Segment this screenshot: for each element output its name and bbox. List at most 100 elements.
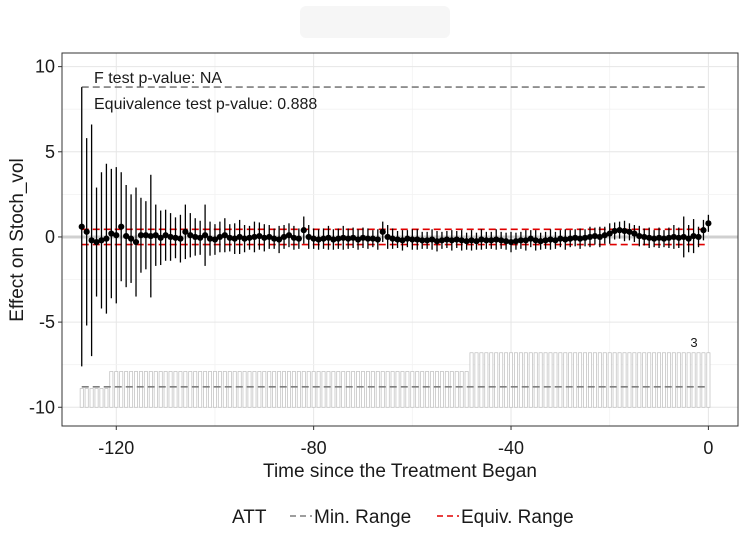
count-bar [681, 352, 686, 408]
data-point [172, 234, 179, 241]
data-point [646, 234, 653, 241]
data-point [142, 232, 149, 239]
data-point [428, 236, 436, 243]
count-bar [148, 371, 153, 408]
count-bar [326, 371, 331, 408]
count-bar [79, 388, 84, 408]
data-point [626, 228, 633, 235]
legend: ATT Min. Range Equiv. Range [232, 507, 574, 528]
data-point [137, 232, 145, 239]
data-point [473, 238, 480, 245]
count-bar [538, 352, 543, 408]
count-bar [607, 352, 612, 408]
data-point [567, 235, 574, 242]
count-bar [242, 371, 247, 408]
data-point [241, 235, 248, 242]
data-point [409, 236, 416, 243]
count-bar [208, 371, 212, 408]
count-bar [706, 352, 711, 408]
data-point [591, 232, 599, 240]
count-bar [439, 371, 444, 408]
count-bar [356, 371, 361, 408]
data-point [498, 237, 505, 244]
data-point [359, 234, 367, 241]
count-bar [99, 388, 104, 408]
count-bar [444, 371, 449, 408]
count-bar [597, 352, 602, 408]
data-point [606, 230, 613, 237]
count-bar [375, 371, 380, 408]
data-point [493, 236, 500, 243]
count-bar [178, 371, 183, 408]
count-bar [435, 371, 439, 408]
count-bar [430, 371, 435, 408]
count-bar [548, 352, 553, 408]
count-bar [291, 371, 296, 408]
count-bar [489, 352, 494, 408]
count-bar [203, 371, 208, 408]
count-bar [558, 352, 563, 408]
count-bar [647, 352, 652, 408]
count-bar [617, 352, 622, 408]
data-point [276, 236, 283, 243]
data-point [705, 220, 712, 227]
count-bar [459, 371, 464, 408]
count-bar [494, 352, 499, 408]
data-points [78, 220, 712, 246]
count-bar [474, 352, 479, 408]
count-bar [173, 371, 178, 408]
count-bar [671, 352, 676, 408]
count-bar [361, 371, 365, 408]
count-bar [257, 371, 262, 408]
data-point [433, 238, 441, 245]
count-label: 3 [690, 335, 697, 350]
count-bar [296, 371, 301, 408]
data-point [305, 233, 312, 241]
data-point [177, 235, 184, 242]
data-point [167, 233, 174, 241]
y-tick-label: 10 [35, 57, 55, 77]
data-point [300, 227, 307, 234]
count-bar [509, 352, 513, 408]
count-bar [114, 371, 119, 408]
count-bar [469, 352, 474, 408]
count-bar [573, 352, 578, 408]
data-point [98, 237, 105, 244]
data-point [201, 232, 209, 239]
f-test-annotation: F test p-value: NA [94, 70, 222, 87]
count-bar [632, 352, 637, 408]
data-point [586, 233, 594, 241]
data-point [379, 228, 386, 235]
data-point [310, 235, 317, 242]
data-point [443, 236, 450, 243]
data-point [478, 236, 485, 243]
count-bar [143, 371, 148, 408]
data-point [187, 232, 194, 239]
count-bar [153, 371, 158, 408]
count-bar [198, 371, 203, 408]
count-bar [568, 352, 573, 408]
data-point [424, 237, 431, 244]
title-blur [300, 6, 450, 38]
count-bar [518, 352, 523, 408]
data-point [266, 233, 273, 241]
x-tick-label: -40 [498, 438, 524, 458]
data-point [350, 234, 357, 241]
legend-title: ATT [232, 507, 267, 528]
x-tick-label: -80 [301, 438, 327, 458]
data-point [320, 235, 327, 242]
data-point [611, 227, 618, 235]
count-bar [232, 371, 237, 408]
data-point [532, 237, 539, 244]
data-point [147, 232, 154, 240]
count-bar [484, 352, 489, 408]
data-point [93, 238, 100, 246]
data-point [157, 234, 164, 241]
data-point [83, 228, 90, 235]
count-bar [311, 371, 316, 408]
count-bar [627, 352, 632, 408]
count-bar [405, 371, 410, 408]
count-bar [637, 352, 642, 408]
data-point [226, 234, 233, 241]
count-bar [499, 352, 504, 408]
